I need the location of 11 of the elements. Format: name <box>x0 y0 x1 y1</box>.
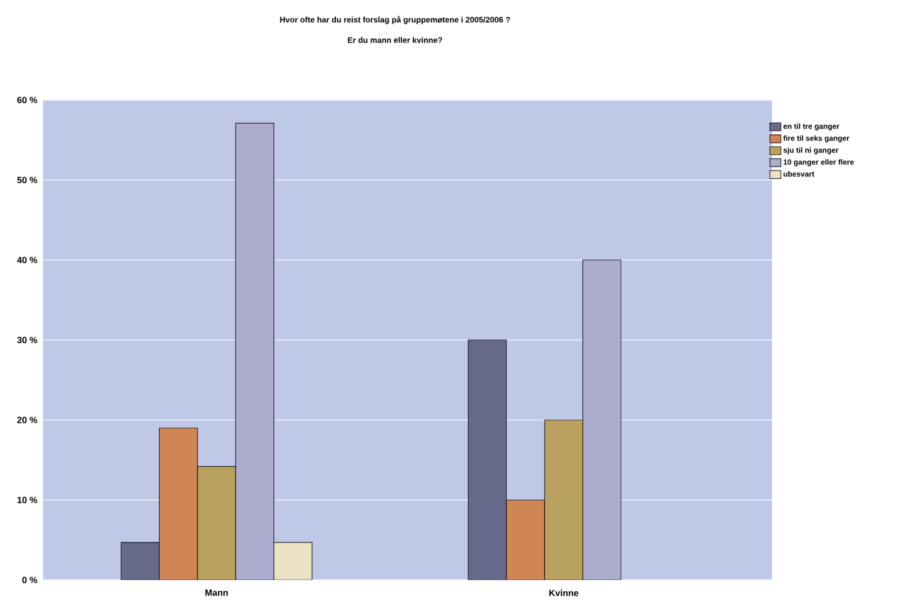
y-tick-label: 20 % <box>17 416 38 424</box>
y-tick-label: 50 % <box>17 176 38 184</box>
chart-subtitle: Er du mann eller kvinne? <box>348 37 442 43</box>
y-tick-label: 60 % <box>17 96 38 104</box>
x-tick-label: Kvinne <box>549 590 578 596</box>
y-tick-label: 30 % <box>17 336 38 344</box>
y-tick-label: 40 % <box>17 256 38 264</box>
chart-title: Hvor ofte har du reist forslag på gruppemøtene i 2005/2006 ? <box>280 16 510 24</box>
x-tick-label: Mann <box>205 590 228 596</box>
y-tick-label: 10 % <box>18 496 38 504</box>
y-tick-label: 0 % <box>22 576 38 584</box>
